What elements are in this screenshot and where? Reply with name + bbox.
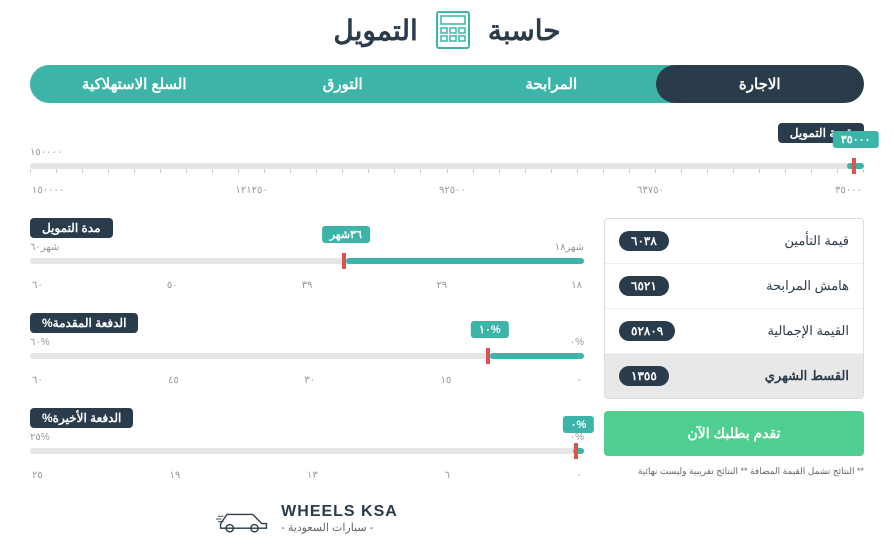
slider-down-ticks: ٠ ١٥ ٣٠ ٤٥ ٦٠ bbox=[30, 375, 584, 386]
result-row-monthly: القسط الشهري ١٣٥٥ bbox=[605, 354, 863, 398]
slider-last-label: الدفعة الأخيرة% bbox=[30, 408, 133, 428]
tab-murabaha[interactable]: المرابحة bbox=[447, 65, 656, 103]
slider-down-track[interactable]: %٠ %٦٠ %١٠ bbox=[30, 339, 584, 369]
result-row-margin: هامش المرابحة ٦٥٢١ bbox=[605, 264, 863, 309]
slider-down-label: الدفعة المقدمة% bbox=[30, 313, 138, 333]
slider-duration-min: شهر١٨ bbox=[555, 242, 584, 253]
slider-down: الدفعة المقدمة% %٠ %٦٠ %١٠ ٠ ١٥ ٣٠ ٤٥ ٦٠ bbox=[30, 313, 584, 386]
slider-duration-max: شهر٦٠ bbox=[30, 242, 59, 253]
page-header: حاسبة التمويل bbox=[30, 10, 864, 50]
slider-amount-max: ١٥٠٠٠٠ bbox=[30, 147, 62, 158]
result-row-insurance: قيمة التأمين ٦٠٣٨ bbox=[605, 219, 863, 264]
slider-last: الدفعة الأخيرة% %٠ %٢٥ %٠ ٠ ٦ ١٣ ١٩ ٢٥ bbox=[30, 408, 584, 481]
footer-logo: WHEELS KSA - سيارات السعودية - bbox=[30, 503, 584, 534]
slider-duration: مدة التمويل شهر١٨ شهر٦٠ ٣٦شهر ١٨ ٢٩ ٣٩ ٥… bbox=[30, 218, 584, 291]
apply-button[interactable]: تقدم بطلبك الآن bbox=[604, 411, 864, 456]
slider-amount-ticks: ٣٥٠٠٠ ٦٣٧٥٠ ٩٢٥٠٠ ١٢١٢٥٠ ١٥٠٠٠٠ bbox=[30, 185, 864, 196]
slider-duration-ticks: ١٨ ٢٩ ٣٩ ٥٠ ٦٠ bbox=[30, 280, 584, 291]
tab-tawarruq[interactable]: التورق bbox=[239, 65, 448, 103]
slider-last-value: %٠ bbox=[563, 416, 595, 433]
slider-duration-value: ٣٦شهر bbox=[322, 226, 370, 243]
slider-last-min: %٠ bbox=[570, 432, 584, 443]
disclaimer-text: ** النتائج تشمل القيمة المضافة ** النتائ… bbox=[604, 466, 864, 477]
footer-logo-main: WHEELS KSA bbox=[281, 503, 398, 521]
slider-down-max: %٦٠ bbox=[30, 337, 50, 348]
tab-consumer[interactable]: السلع الاستهلاكية bbox=[30, 65, 239, 103]
car-icon bbox=[216, 504, 271, 534]
slider-down-min: %٠ bbox=[570, 337, 584, 348]
slider-duration-track[interactable]: شهر١٨ شهر٦٠ ٣٦شهر bbox=[30, 244, 584, 274]
slider-down-value: %١٠ bbox=[471, 321, 509, 338]
footer-logo-sub: - سيارات السعودية - bbox=[281, 521, 398, 534]
tabs-bar: الاجارة المرابحة التورق السلع الاستهلاكي… bbox=[30, 65, 864, 103]
slider-amount: قيمة التمويل ١٥٠٠٠٠ ٣٥٠٠٠ ٣٥٠٠٠ ٦٣٧٥٠ ٩٢… bbox=[30, 123, 864, 196]
results-table: قيمة التأمين ٦٠٣٨ هامش المرابحة ٦٥٢١ الق… bbox=[604, 218, 864, 399]
title-word2: التمويل bbox=[333, 14, 417, 47]
title-word1: حاسبة bbox=[488, 14, 561, 47]
slider-last-max: %٢٥ bbox=[30, 432, 50, 443]
result-row-total: القيمة الإجمالية ٥٢٨٠٩ bbox=[605, 309, 863, 354]
slider-duration-label: مدة التمويل bbox=[30, 218, 113, 238]
slider-last-track[interactable]: %٠ %٢٥ %٠ bbox=[30, 434, 584, 464]
calculator-icon bbox=[433, 10, 473, 50]
slider-amount-value: ٣٥٠٠٠ bbox=[833, 131, 879, 148]
slider-amount-track[interactable]: ١٥٠٠٠٠ ٣٥٠٠٠ bbox=[30, 149, 864, 179]
slider-last-ticks: ٠ ٦ ١٣ ١٩ ٢٥ bbox=[30, 470, 584, 481]
tab-lease[interactable]: الاجارة bbox=[656, 65, 865, 103]
